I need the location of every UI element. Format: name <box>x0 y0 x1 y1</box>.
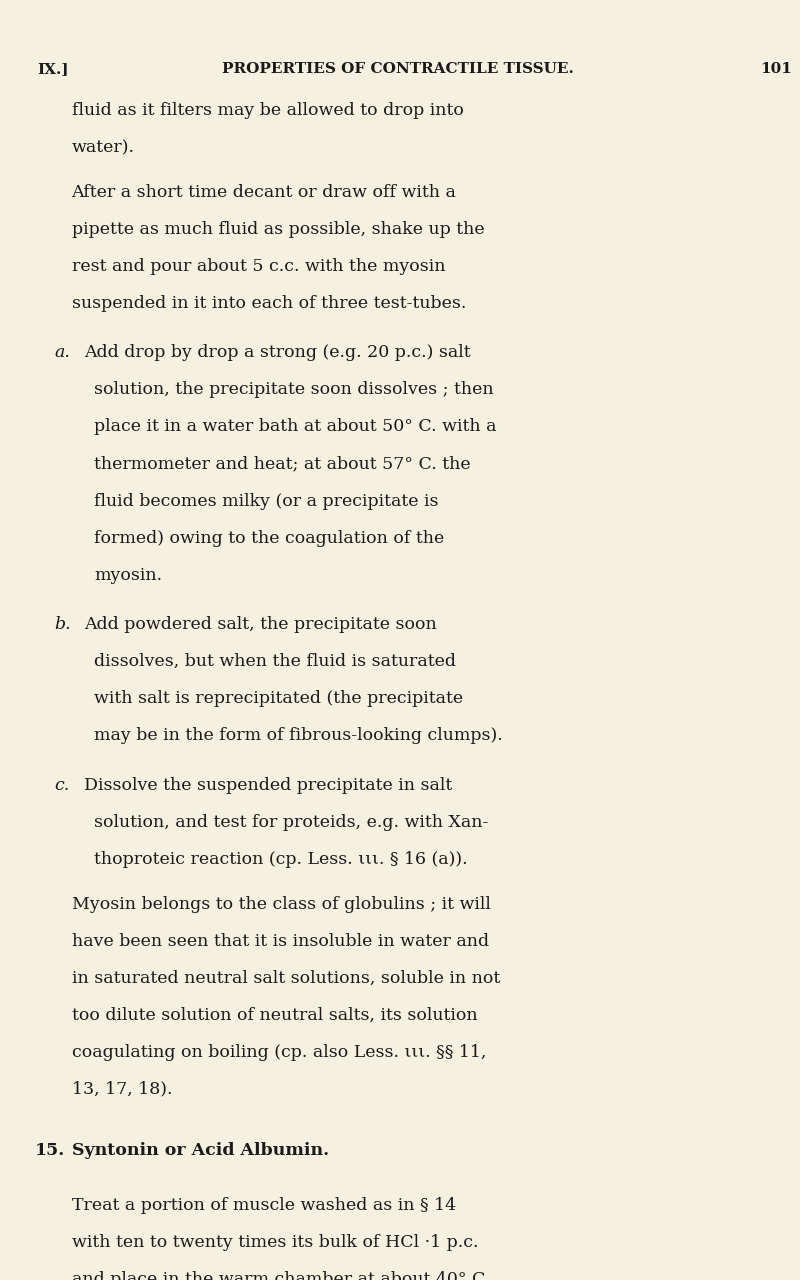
Text: solution, and test for proteids, e.g. with Xan-: solution, and test for proteids, e.g. wi… <box>94 814 489 831</box>
Text: IX.]: IX.] <box>38 61 70 76</box>
Text: c.: c. <box>54 777 70 794</box>
Text: may be in the form of fibrous-looking clumps).: may be in the form of fibrous-looking cl… <box>94 727 503 744</box>
Text: Syntonin or Acid Albumin.: Syntonin or Acid Albumin. <box>71 1142 329 1160</box>
Text: 101: 101 <box>761 61 792 76</box>
Text: formed) owing to the coagulation of the: formed) owing to the coagulation of the <box>94 530 445 547</box>
Text: and place in the warm chamber at about 40° C,: and place in the warm chamber at about 4… <box>71 1271 490 1280</box>
Text: fluid becomes milky (or a precipitate is: fluid becomes milky (or a precipitate is <box>94 493 439 509</box>
Text: solution, the precipitate soon dissolves ; then: solution, the precipitate soon dissolves… <box>94 381 494 398</box>
Text: b.: b. <box>54 616 71 634</box>
Text: thermometer and heat; at about 57° C. the: thermometer and heat; at about 57° C. th… <box>94 456 471 472</box>
Text: thoproteic reaction (cp. Less. ιιι. § 16 (a)).: thoproteic reaction (cp. Less. ιιι. § 16… <box>94 851 468 868</box>
Text: fluid as it filters may be allowed to drop into: fluid as it filters may be allowed to dr… <box>71 102 463 119</box>
Text: pipette as much fluid as possible, shake up the: pipette as much fluid as possible, shake… <box>71 220 484 238</box>
Text: Add powdered salt, the precipitate soon: Add powdered salt, the precipitate soon <box>85 616 438 634</box>
Text: water).: water). <box>71 140 134 156</box>
Text: a.: a. <box>54 344 70 361</box>
Text: with ten to twenty times its bulk of HCl ·1 p.c.: with ten to twenty times its bulk of HCl… <box>71 1234 478 1251</box>
Text: place it in a water bath at about 50° C. with a: place it in a water bath at about 50° C.… <box>94 419 497 435</box>
Text: Add drop by drop a strong (e.g. 20 p.c.) salt: Add drop by drop a strong (e.g. 20 p.c.)… <box>85 344 471 361</box>
Text: dissolves, but when the fluid is saturated: dissolves, but when the fluid is saturat… <box>94 653 457 671</box>
Text: rest and pour about 5 c.c. with the myosin: rest and pour about 5 c.c. with the myos… <box>71 257 445 275</box>
Text: After a short time decant or draw off with a: After a short time decant or draw off wi… <box>71 184 457 201</box>
Text: PROPERTIES OF CONTRACTILE TISSUE.: PROPERTIES OF CONTRACTILE TISSUE. <box>222 61 574 76</box>
Text: 13, 17, 18).: 13, 17, 18). <box>71 1080 172 1098</box>
Text: Treat a portion of muscle washed as in § 14: Treat a portion of muscle washed as in §… <box>71 1197 456 1213</box>
Text: myosin.: myosin. <box>94 567 162 584</box>
Text: too dilute solution of neutral salts, its solution: too dilute solution of neutral salts, it… <box>71 1007 477 1024</box>
Text: Myosin belongs to the class of globulins ; it will: Myosin belongs to the class of globulins… <box>71 896 490 913</box>
Text: in saturated neutral salt solutions, soluble in not: in saturated neutral salt solutions, sol… <box>71 970 500 987</box>
Text: Dissolve the suspended precipitate in salt: Dissolve the suspended precipitate in sa… <box>85 777 453 794</box>
Text: have been seen that it is insoluble in water and: have been seen that it is insoluble in w… <box>71 933 489 950</box>
Text: 15.: 15. <box>34 1142 65 1160</box>
Text: with salt is reprecipitated (the precipitate: with salt is reprecipitated (the precipi… <box>94 690 463 708</box>
Text: suspended in it into each of three test-tubes.: suspended in it into each of three test-… <box>71 294 466 312</box>
Text: coagulating on boiling (cp. also Less. ιιι. §§ 11,: coagulating on boiling (cp. also Less. ι… <box>71 1043 486 1061</box>
